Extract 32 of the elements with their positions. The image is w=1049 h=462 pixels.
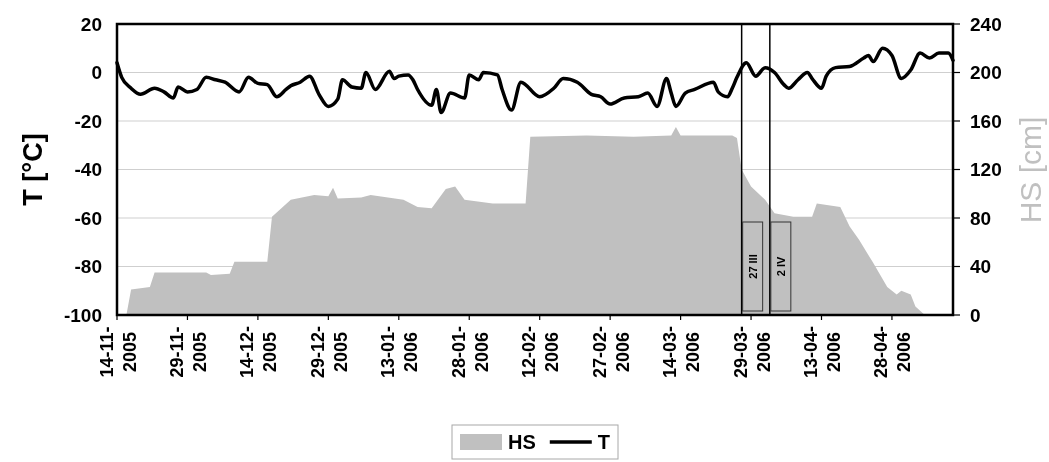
x-tick-label: 29-03-2006 bbox=[730, 325, 774, 379]
x-tick-label: 27-02-2006 bbox=[589, 325, 633, 379]
x-tick-label: 13-01-2006 bbox=[378, 325, 422, 379]
ref-line-label: 27 III bbox=[746, 254, 759, 279]
y-tick-label: -20 bbox=[74, 110, 102, 132]
x-tick-label: 28-04-2006 bbox=[871, 325, 915, 379]
y-tick-label: 0 bbox=[91, 62, 102, 83]
x-tick-label: 14-03-2006 bbox=[660, 325, 704, 379]
x-tick-label: 29-12-2005 bbox=[307, 325, 351, 379]
y2-tick-label: 240 bbox=[970, 13, 1002, 35]
y2-tick-label: 0 bbox=[970, 304, 981, 326]
legend-label: T bbox=[597, 431, 610, 453]
y-tick-label: -40 bbox=[74, 159, 102, 180]
x-tick-label: 14-12-2005 bbox=[237, 325, 281, 379]
x-tick-label: 14-11-2005 bbox=[96, 326, 140, 378]
y2-tick-label: 160 bbox=[970, 110, 1002, 132]
x-tick-label: 12-02-2006 bbox=[519, 325, 563, 379]
x-tick-label: 28-01-2006 bbox=[448, 325, 492, 379]
x-tick-label: 29-11-2005 bbox=[166, 326, 210, 378]
y-tick-label: -100 bbox=[63, 304, 102, 326]
y2-axis-title: HS [cm] bbox=[1014, 116, 1047, 224]
y2-tick-label: 80 bbox=[970, 207, 992, 229]
legend-label: HS bbox=[508, 431, 536, 453]
y-tick-label: -80 bbox=[74, 256, 102, 277]
y-tick-label: -60 bbox=[74, 207, 102, 229]
ref-line-label: 2 IV bbox=[774, 256, 787, 277]
y2-tick-label: 120 bbox=[970, 159, 1002, 180]
y2-tick-label: 200 bbox=[970, 62, 1002, 83]
y-tick-label: 20 bbox=[80, 13, 102, 35]
y2-tick-label: 40 bbox=[970, 256, 992, 277]
x-tick-label: 13-04-2006 bbox=[800, 325, 844, 379]
y-axis-title: T [°C] bbox=[18, 133, 48, 206]
